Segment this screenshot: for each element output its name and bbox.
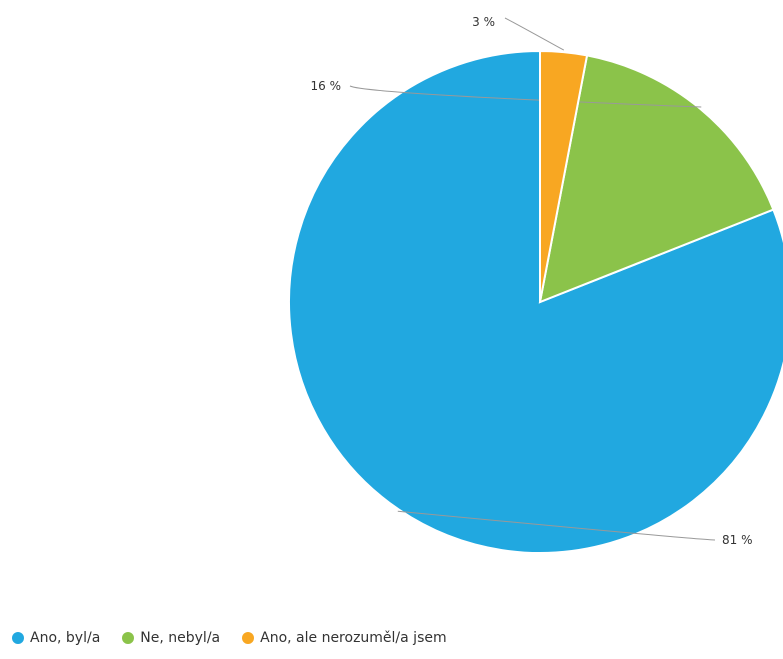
legend-dot-ano-byl [12,632,24,644]
legend-label-ano-byl: Ano, byl/a [30,630,101,646]
legend-item-ano-byl[interactable]: Ano, byl/a [12,630,100,646]
data-label-ano-byl: 81 % [722,533,753,547]
data-label-ne-nebyl: 16 % [311,79,342,93]
pie-slice-ano-nerozumel[interactable] [539,49,589,303]
pie-slice-ano-byl[interactable] [288,49,783,554]
leader-line-ano-byl [397,510,716,541]
leader-line-ano-nerozumel [504,17,565,51]
pie-slice-ne-nebyl[interactable] [538,54,775,304]
data-label-ano-nerozumel: 3 % [472,15,495,29]
legend-item-ne-nebyl[interactable]: Ne, nebyl/a [122,630,220,646]
legend-label-ne-nebyl: Ne, nebyl/a [140,630,221,646]
legend-dot-ano-nerozumel [242,632,255,644]
legend-label-ano-nerozumel: Ano, ale nerozuměl/a jsem [260,630,447,646]
legend-item-ano-nerozumel[interactable]: Ano, ale nerozuměl/a jsem [242,630,447,646]
legend-dot-ne-nebyl [122,632,135,644]
legend: Ano, byl/a Ne, nebyl/a Ano, ale nerozumě… [12,630,469,646]
leader-line-ne-nebyl [349,85,702,108]
